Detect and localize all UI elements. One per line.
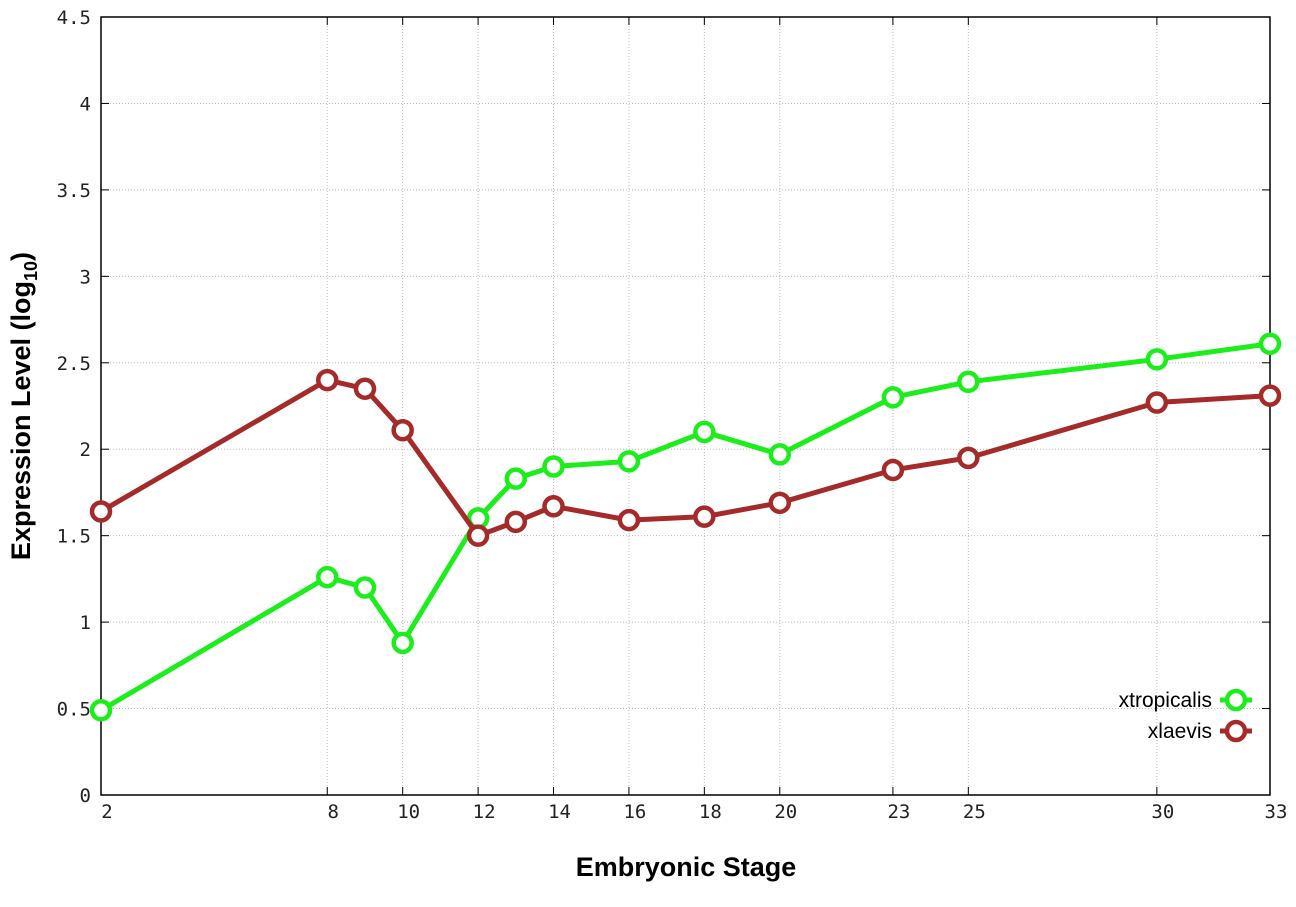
- x-tick-label: 18: [699, 801, 722, 823]
- x-tick-label: 23: [887, 801, 910, 823]
- data-point-xtropicalis: [1145, 348, 1169, 371]
- y-tick-label: 2: [80, 439, 91, 461]
- data-point-xtropicalis: [353, 576, 377, 599]
- x-tick-label: 10: [397, 801, 420, 823]
- y-tick-label: 3: [80, 266, 91, 288]
- data-point-xlaevis: [391, 418, 414, 442]
- data-point-xlaevis: [316, 368, 339, 392]
- data-point-xtropicalis: [504, 467, 528, 490]
- y-tick-label: 4: [80, 93, 91, 115]
- y-axis-title-suffix: ): [6, 252, 36, 261]
- data-point-xtropicalis: [316, 565, 339, 589]
- data-point-xlaevis: [768, 491, 792, 515]
- legend: xtropicalis xlaevis: [1119, 688, 1252, 743]
- y-tick-label: 2.5: [57, 353, 91, 375]
- y-tick-label: 0.5: [57, 699, 91, 721]
- series-line-xlaevis: [99, 377, 1271, 539]
- x-tick-label: 8: [328, 801, 339, 823]
- data-point-xtropicalis: [881, 386, 905, 409]
- data-point-xtropicalis: [693, 420, 716, 444]
- legend-marker-xtropicalis: [1224, 688, 1248, 712]
- data-point-xlaevis: [1145, 391, 1169, 414]
- grid: [101, 17, 1270, 795]
- x-axis-title: Embryonic Stage: [576, 852, 797, 882]
- y-axis-title-main: Expression Level (log: [6, 281, 36, 560]
- y-tick-label: 1: [80, 612, 91, 634]
- legend-label-xtropicalis: xtropicalis: [1119, 689, 1212, 712]
- data-point-xlaevis: [957, 446, 980, 470]
- data-point-xtropicalis: [768, 443, 792, 466]
- y-tick-label: 1.5: [57, 526, 91, 548]
- data-point-xtropicalis: [89, 699, 113, 722]
- series-line-xtropicalis: [99, 341, 1271, 713]
- series: [89, 332, 1282, 722]
- data-point-xtropicalis: [542, 455, 565, 478]
- data-point-xtropicalis: [391, 631, 414, 655]
- y-tick-label: 4.5: [57, 7, 91, 29]
- legend-label-xlaevis: xlaevis: [1148, 720, 1212, 743]
- data-point-xlaevis: [617, 508, 641, 532]
- plot-frame: [100, 16, 1271, 796]
- x-tick-label: 16: [623, 801, 646, 823]
- x-tick-label: 2: [101, 801, 112, 823]
- y-axis-title: Expression Level (log10): [6, 252, 41, 560]
- y-axis-title-subscript: 10: [21, 261, 41, 281]
- ticks: 0 0.5 1 1.5 2 2.5 3 3.5 4 4.5 2 8 10 12 14 16 18 20 23 25 30…: [57, 7, 1288, 823]
- data-point-xlaevis: [542, 495, 565, 518]
- legend-marker-xlaevis: [1224, 719, 1248, 743]
- x-tick-label: 12: [473, 801, 496, 823]
- data-point-xlaevis: [353, 377, 377, 400]
- data-point-xlaevis: [1258, 384, 1282, 407]
- data-point-xtropicalis: [617, 450, 641, 473]
- data-point-xlaevis: [693, 505, 716, 528]
- y-tick-label: 3.5: [57, 180, 91, 202]
- data-point-xlaevis: [881, 458, 905, 482]
- y-tick-label: 0: [80, 785, 91, 807]
- data-point-xlaevis: [504, 510, 528, 534]
- data-point-xtropicalis: [1258, 332, 1282, 356]
- x-tick-label: 14: [548, 801, 571, 823]
- x-tick-label: 20: [774, 801, 797, 823]
- x-tick-label: 33: [1265, 801, 1288, 823]
- x-tick-label: 30: [1151, 801, 1174, 823]
- data-point-xlaevis: [466, 524, 490, 547]
- data-point-xlaevis: [89, 500, 113, 523]
- data-point-xtropicalis: [957, 370, 980, 394]
- x-tick-label: 25: [963, 801, 986, 823]
